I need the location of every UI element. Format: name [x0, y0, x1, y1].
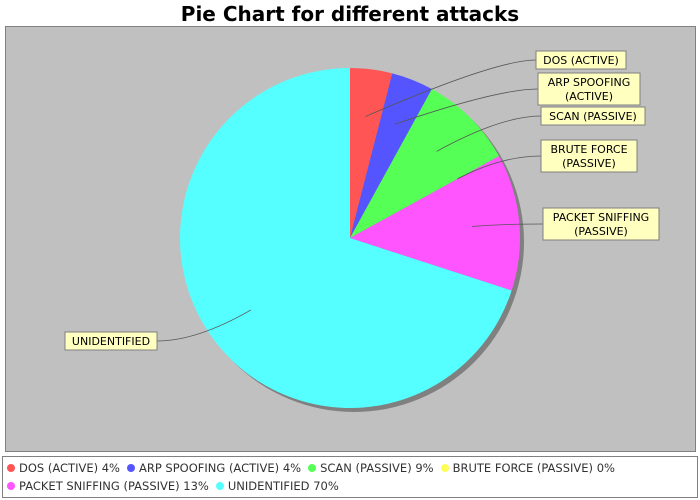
legend-swatch — [215, 482, 224, 490]
legend-label: BRUTE FORCE (PASSIVE) 0% — [452, 461, 615, 475]
pie-slices — [180, 68, 521, 408]
slice-brute-force-passive-label: BRUTE FORCE — [550, 143, 627, 156]
legend-row: PACKET SNIFFING (PASSIVE) 13% UNIDENTIFIE… — [7, 477, 346, 495]
slice-arp-spoofing-active-leader-line — [394, 88, 539, 125]
legend-item-unidentified: UNIDENTIFIED 70% — [215, 477, 339, 495]
slice-dos-active — [350, 68, 393, 238]
legend-swatch — [308, 464, 317, 472]
legend-label: ARP SPOOFING (ACTIVE) 4% — [138, 461, 302, 475]
slice-packet-sniffing-passive — [350, 156, 521, 291]
legend-swatch — [126, 464, 135, 472]
legend-row: DOS (ACTIVE) 4% ARP SPOOFING (ACTIVE) 4% S… — [7, 459, 622, 477]
slice-packet-sniffing-passive-label-box — [542, 207, 660, 241]
legend-item-brute-force-passive: BRUTE FORCE (PASSIVE) 0% — [440, 459, 615, 477]
legend-swatch — [440, 464, 449, 472]
chart-legend: DOS (ACTIVE) 4% ARP SPOOFING (ACTIVE) 4% S… — [2, 456, 698, 498]
slice-unidentified-label: UNIDENTIFIED — [72, 335, 150, 348]
slice-brute-force-passive-label: (PASSIVE) — [562, 157, 616, 170]
slice-unidentified — [180, 68, 512, 408]
slice-scan-passive-leader-line — [436, 115, 542, 152]
slice-unidentified-leader-line — [156, 309, 252, 342]
slice-brute-force-passive-leader-line — [457, 155, 542, 180]
legend-item-packet-sniffing-passive: PACKET SNIFFING (PASSIVE) 13% — [7, 477, 209, 495]
legend-label: SCAN (PASSIVE) 9% — [320, 461, 434, 475]
legend-item-scan-passive: SCAN (PASSIVE) 9% — [308, 459, 434, 477]
slice-arp-spoofing-active — [350, 73, 432, 238]
legend-swatch — [7, 482, 15, 490]
slice-dos-active-label: DOS (ACTIVE) — [543, 54, 619, 67]
slice-arp-spoofing-active-label: ARP SPOOFING — [548, 76, 631, 89]
legend-swatch — [7, 464, 15, 472]
slice-brute-force-passive-label-box — [540, 139, 638, 173]
chart-title: Pie Chart for different attacks — [180, 2, 520, 26]
slice-arp-spoofing-active-label-box — [537, 72, 641, 106]
legend-item-arp-spoofing-active: ARP SPOOFING (ACTIVE) 4% — [126, 459, 302, 477]
slice-scan-passive-label: SCAN (PASSIVE) — [549, 110, 637, 123]
slice-unidentified-label-box — [64, 331, 158, 351]
legend-label: PACKET SNIFFING (PASSIVE) 13% — [19, 479, 209, 493]
slice-dos-active-label-box — [535, 50, 627, 70]
slice-scan-passive-label-box — [540, 106, 646, 126]
slice-dos-active-leader-line — [365, 59, 537, 117]
slice-packet-sniffing-passive-leader-line — [471, 223, 544, 227]
slice-packet-sniffing-passive-label: (PASSIVE) — [574, 225, 628, 238]
legend-label: DOS (ACTIVE) 4% — [19, 461, 120, 475]
slice-labels: DOS (ACTIVE) ARP SPOOFING(ACTIVE) SCAN (PA… — [64, 50, 660, 351]
slice-packet-sniffing-passive-label: PACKET SNIFFING — [553, 211, 649, 224]
legend-label: UNIDENTIFIED 70% — [227, 479, 339, 493]
slice-scan-passive — [350, 89, 499, 238]
slice-arp-spoofing-active-label: (ACTIVE) — [565, 90, 613, 103]
legend-item-dos-active: DOS (ACTIVE) 4% — [7, 459, 120, 477]
